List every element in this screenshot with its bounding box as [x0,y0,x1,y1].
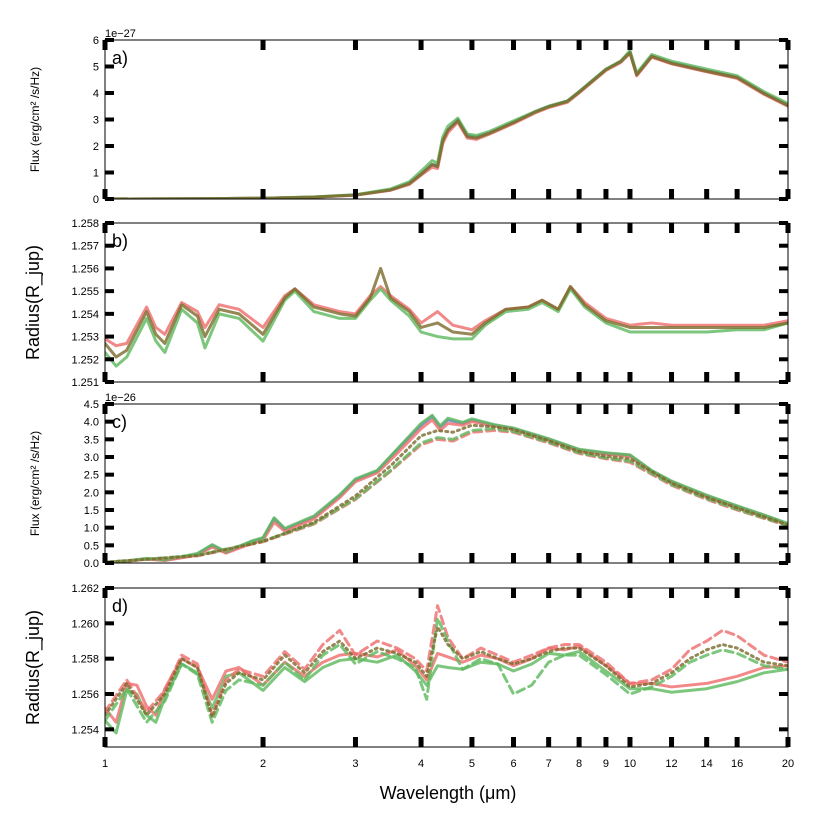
x-axis-label: Wavelength (μm) [380,783,517,803]
y-tick-label: 1.262 [71,583,99,595]
y-tick-label: 4.5 [84,399,99,411]
y-tick-label: 0.0 [84,558,99,570]
y-multiplier: 1e−27 [105,28,136,40]
y-tick-label: 1.253 [71,332,99,344]
y-tick-label: 2.0 [84,487,99,499]
y-tick-label: 0.5 [84,540,99,552]
y-axis-label: Flux (erg/cm² /s/Hz) [28,431,42,536]
panel-d: 1.254 1.256 1.258 1.260 1.262 d) Radius(R_jup) [23,583,791,748]
y-tick-label: 3 [93,115,99,127]
panel-label: c) [112,412,127,432]
series-line-4 [105,51,788,199]
plot-frame [104,587,789,748]
series-line-3 [105,413,788,563]
x-tick-label: 9 [603,758,609,770]
y-tick-label: 1.251 [71,377,99,389]
x-tick-label: 16 [731,758,743,770]
panel-a: 0 1 2 3 4 5 6 1e−27 a) Flux (erg/cm² /s/Hz) [28,28,791,206]
y-tick-label: 1 [93,168,99,180]
y-tick-label: 1.252 [71,354,99,366]
y-tick-label: 1.256 [71,689,99,701]
y-tick-label: 4 [93,88,99,100]
series-line-5 [105,427,788,563]
x-tick-label: 3 [352,758,358,770]
series-group [105,49,788,199]
series-group [105,413,788,563]
panel-label: d) [112,596,128,616]
y-tick-label: 3.0 [84,452,99,464]
series-line-3 [105,49,788,199]
y-tick-label: 4.0 [84,417,99,429]
panel-b: 1.251 1.252 1.253 1.254 1.255 1.256 1.257 1.258… [23,218,791,389]
series-line-1 [105,50,788,199]
y-tick-label: 1.0 [84,523,99,535]
y-axis-label: Radius(R_jup) [23,610,44,725]
x-tick-label: 6 [510,758,516,770]
series-line-5 [105,625,788,719]
x-tick-labels: 1 2 3 4 5 6 7 8 9 10 12 14 16 20 [102,758,794,770]
series-line-3 [105,266,788,359]
x-tick-label: 2 [260,758,266,770]
y-tick-label: 2 [93,141,99,153]
y-axis-label: Flux (erg/cm² /s/Hz) [28,67,42,172]
panel-c: 0.0 0.5 1.0 1.5 2.0 2.5 3.0 3.5 4.0 4.5 1e−26 c) Flu… [28,392,791,570]
y-axis-label: Radius(R_jup) [23,245,44,360]
panel-label: a) [112,48,128,68]
series-line-1 [105,285,788,348]
y-tick-label: 3.5 [84,434,99,446]
y-tick-label: 1.258 [71,218,99,230]
x-tick-label: 5 [469,758,475,770]
series-line-2 [105,287,788,368]
y-tick-label: 1.260 [71,618,99,630]
y-tick-label: 2.5 [84,470,99,482]
x-tick-label: 12 [665,758,677,770]
x-tick-label: 10 [624,758,636,770]
series-group [105,266,788,368]
y-multiplier: 1e−26 [105,392,136,404]
y-tick-label: 1.256 [71,263,99,275]
y-tick-label: 5 [93,62,99,74]
y-tick-label: 1.254 [71,724,99,736]
x-tick-label: 7 [546,758,552,770]
x-tick-label: 14 [701,758,713,770]
y-tick-label: 1.257 [71,241,99,253]
plot-frame [104,222,789,383]
y-tick-label: 1.258 [71,654,99,666]
x-tick-label: 1 [102,758,108,770]
y-tick-label: 6 [93,35,99,47]
x-tick-label: 20 [782,758,794,770]
y-tick-label: 1.255 [71,286,99,298]
series-group [105,604,788,735]
x-tick-label: 8 [576,758,582,770]
y-tick-label: 1.254 [71,309,99,321]
x-tick-label: 4 [418,758,424,770]
y-tick-label: 1.5 [84,505,99,517]
plot-frame [104,403,789,564]
series-line-6 [105,423,788,563]
panel-label: b) [112,231,128,251]
series-line-4 [105,429,788,563]
series-line-4 [105,616,788,724]
y-tick-label: 0 [93,194,99,206]
